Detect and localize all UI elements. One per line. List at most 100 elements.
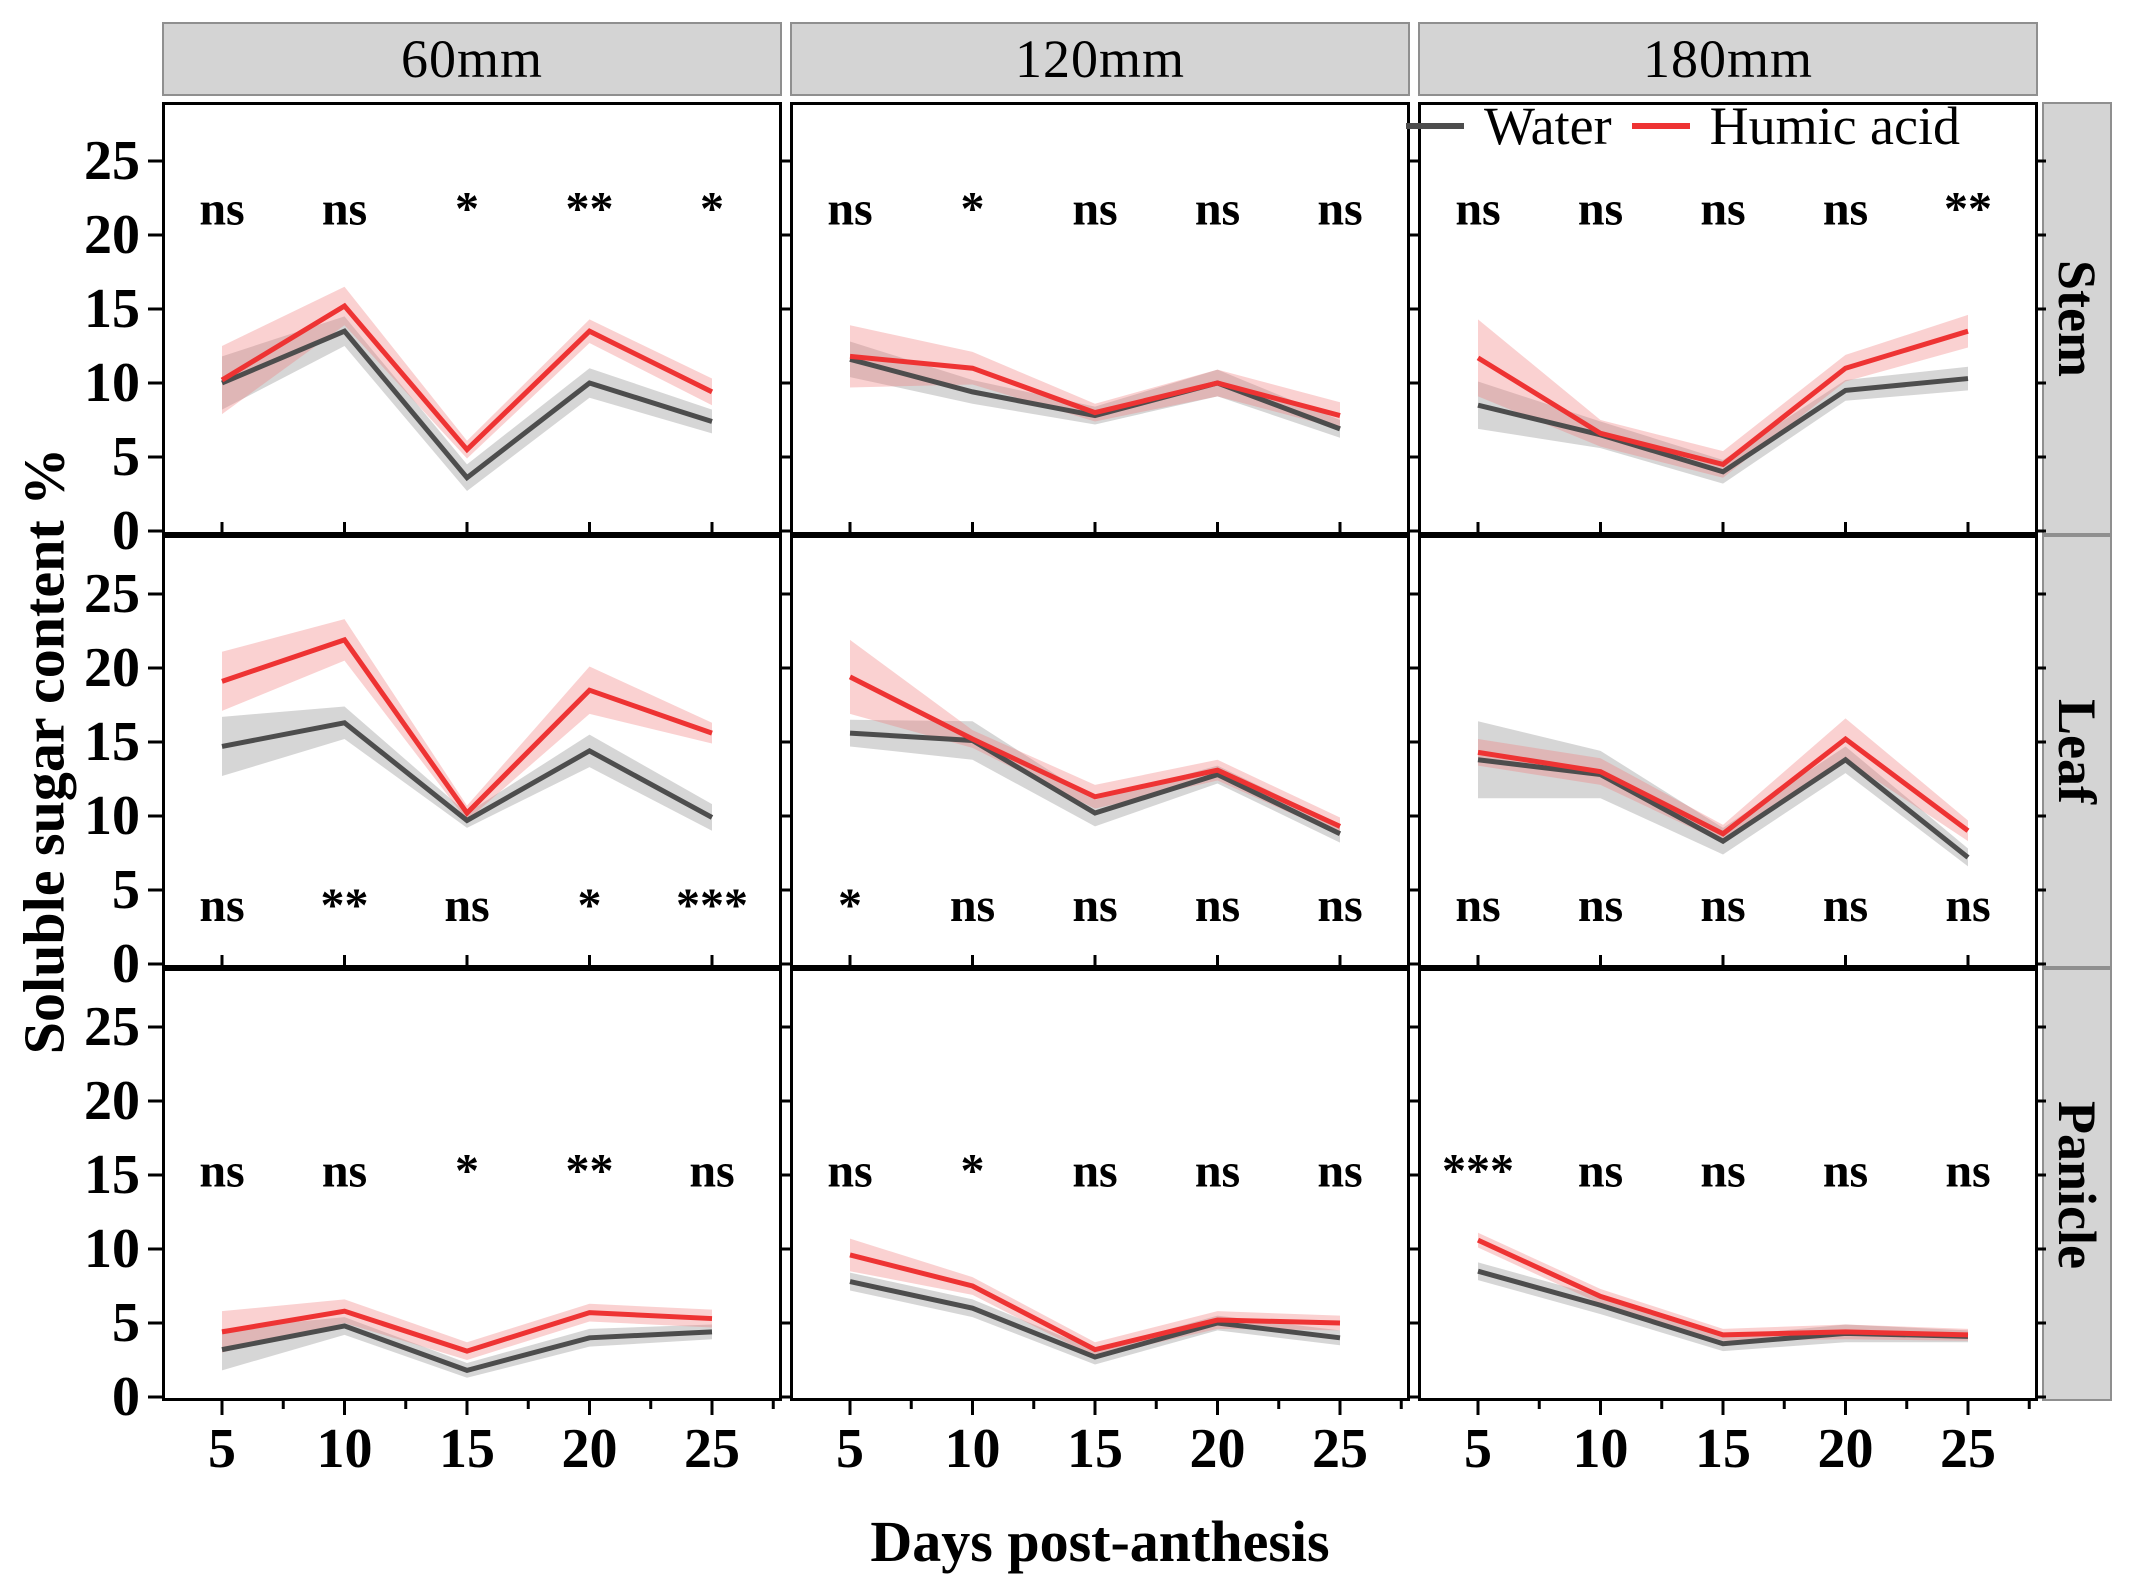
significance-label: * — [700, 182, 724, 235]
water-confidence-band — [1478, 721, 1968, 867]
water-confidence-band — [222, 316, 712, 492]
x-tick-label: 20 — [1817, 1418, 1874, 1480]
significance-label: ** — [566, 182, 614, 235]
humic-acid-confidence-band — [850, 325, 1340, 429]
panel-leaf-60mm: ns ** ns * *** — [148, 535, 790, 968]
significance-label: * — [578, 879, 602, 932]
y-tick-label: 15 — [84, 1144, 140, 1206]
humic-acid-confidence-band — [850, 1238, 1340, 1358]
significance-label: ns — [1072, 1145, 1117, 1198]
significance-label: ns — [199, 182, 244, 235]
panel-panicle-180mm: *** ns ns ns ns — [1410, 968, 2046, 1415]
water-line — [221, 1323, 713, 1373]
significance-label: *** — [1442, 1145, 1514, 1198]
water-line — [849, 356, 1341, 432]
panel-border — [1418, 968, 2038, 1401]
panel-border — [1418, 102, 2038, 535]
significance-label: ns — [1195, 879, 1240, 932]
significance-label: ns — [1455, 182, 1500, 235]
y-tick-label: 0 — [112, 500, 140, 562]
significance-label: ** — [1944, 182, 1992, 235]
significance-label: ns — [827, 182, 872, 235]
facet-strip-leaf: Leaf — [2042, 535, 2112, 968]
legend-label-water: Water — [1484, 96, 1612, 156]
significance-label: ns — [950, 879, 995, 932]
panel-leaf-180mm: ns ns ns ns ns — [1410, 535, 2046, 968]
significance-label: ns — [1700, 182, 1745, 235]
significance-label: ns — [1945, 1145, 1990, 1198]
significance-label: ns — [322, 182, 367, 235]
y-tick-label: 10 — [84, 1218, 140, 1280]
humic-acid-line — [220, 302, 714, 454]
significance-label: ns — [1072, 182, 1117, 235]
significance-label: ns — [1578, 879, 1623, 932]
panel-border — [790, 968, 1410, 1401]
humic-acid-line — [848, 674, 1342, 829]
significance-label: ns — [1317, 1145, 1362, 1198]
significance-label: ns — [1455, 879, 1500, 932]
significance-label: ns — [444, 879, 489, 932]
legend: Water Humic acid — [1406, 94, 1960, 158]
panel-leaf-120mm: * ns ns ns ns — [782, 535, 1418, 968]
humic-acid-line — [1477, 735, 1970, 837]
water-line — [221, 720, 714, 824]
facet-strip-label: Stem — [2047, 260, 2107, 377]
humic-acid-confidence-band — [1478, 718, 1968, 843]
water-line — [221, 328, 713, 482]
facet-strip-label: 180mm — [1642, 29, 1813, 89]
significance-label: ns — [1823, 1145, 1868, 1198]
humic-acid-line-swatch — [1631, 123, 1690, 129]
significance-label: ns — [199, 1145, 244, 1198]
humic-acid-line — [1476, 1237, 1969, 1338]
significance-label: ns — [1195, 1145, 1240, 1198]
panel-border — [790, 535, 1410, 968]
facet-strip-label: Panicle — [2047, 1100, 2107, 1269]
significance-label: ns — [1700, 1145, 1745, 1198]
y-tick-label: 5 — [112, 859, 140, 921]
water-confidence-band — [1478, 1262, 1968, 1352]
x-tick-label: 5 — [208, 1418, 236, 1480]
significance-label: ns — [1945, 879, 1990, 932]
x-tick-label: 10 — [944, 1418, 1001, 1480]
significance-label: ns — [1578, 182, 1623, 235]
significance-label: ns — [1195, 182, 1240, 235]
x-tick-label: 20 — [561, 1418, 618, 1480]
significance-label: ns — [199, 879, 244, 932]
significance-label: ns — [1317, 879, 1362, 932]
significance-label: ** — [566, 1145, 614, 1198]
panel-border — [162, 102, 782, 535]
x-tick-label: 20 — [1189, 1418, 1246, 1480]
panel-border — [162, 535, 782, 968]
facet-strip-180mm: 180mm — [1418, 22, 2038, 96]
significance-label: ns — [689, 1145, 734, 1198]
water-line — [1477, 756, 1970, 860]
panel-border — [1418, 535, 2038, 968]
panel-panicle-120mm: ns * ns ns ns — [782, 968, 1418, 1415]
panel-border — [162, 968, 782, 1401]
x-tick-label: 10 — [316, 1418, 373, 1480]
significance-label: ns — [1317, 182, 1362, 235]
y-tick-label: 5 — [112, 1292, 140, 1354]
y-tick-label: 25 — [84, 996, 140, 1058]
x-tick-label: 25 — [684, 1418, 740, 1480]
x-tick-label: 15 — [439, 1418, 495, 1480]
legend-label-humic-acid: Humic acid — [1709, 96, 1960, 156]
panel-stem-60mm: ns ns * ** * — [148, 102, 790, 535]
x-tick-label: 5 — [836, 1418, 864, 1480]
panel-stem-180mm: ns ns ns ns ** — [1410, 102, 2046, 535]
x-tick-label: 15 — [1067, 1418, 1123, 1480]
water-line-swatch — [1406, 123, 1464, 129]
x-tick-label: 5 — [1464, 1418, 1492, 1480]
water-confidence-band — [222, 1317, 712, 1378]
significance-label: ns — [1578, 1145, 1623, 1198]
significance-label: ** — [321, 879, 369, 932]
significance-label: * — [838, 879, 862, 932]
panel-border — [790, 102, 1410, 535]
humic-acid-line — [849, 1252, 1341, 1353]
facet-strip-stem: Stem — [2042, 102, 2112, 535]
x-tick-label: 25 — [1940, 1418, 1996, 1480]
significance-label: ns — [1700, 879, 1745, 932]
panel-stem-120mm: ns * ns ns ns — [782, 102, 1418, 535]
significance-label: ns — [322, 1145, 367, 1198]
significance-label: ns — [1823, 182, 1868, 235]
